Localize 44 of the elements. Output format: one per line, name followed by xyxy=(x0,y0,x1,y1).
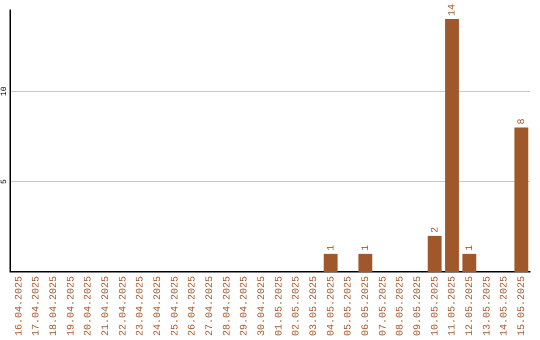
x-tick-label: 30.04.2025 xyxy=(256,276,268,336)
data-label: 1 xyxy=(464,244,476,251)
bar xyxy=(462,254,476,272)
x-tick-label: 08.05.2025 xyxy=(396,276,407,336)
x-tick-label: 06.05.2025 xyxy=(360,276,372,336)
x-tick-label: 09.05.2025 xyxy=(412,276,424,336)
bar xyxy=(358,254,372,272)
x-tick-label: 02.05.2025 xyxy=(292,276,303,336)
x-tick-label: 21.04.2025 xyxy=(100,276,112,336)
bar xyxy=(445,19,459,272)
data-label: 2 xyxy=(430,226,442,233)
data-label: 8 xyxy=(516,118,528,124)
x-tick-label: 12.05.2025 xyxy=(464,276,476,336)
x-tick-label: 15.05.2025 xyxy=(516,276,528,336)
data-label: 1 xyxy=(326,244,338,251)
data-label: 14 xyxy=(448,4,459,16)
x-tick-label: 10.05.2025 xyxy=(430,276,442,336)
x-tick-label: 24.04.2025 xyxy=(152,276,164,336)
x-tick-label: 26.04.2025 xyxy=(188,276,199,336)
x-tick-label: 13.05.2025 xyxy=(482,276,494,336)
x-tick-label: 28.04.2025 xyxy=(222,276,234,336)
x-tick-label: 05.05.2025 xyxy=(344,276,355,336)
x-tick-label: 04.05.2025 xyxy=(326,276,338,336)
x-tick-label: 03.05.2025 xyxy=(308,276,320,336)
x-tick-label: 22.04.2025 xyxy=(118,276,130,336)
x-tick-label: 20.04.2025 xyxy=(84,276,95,336)
bar xyxy=(324,254,338,272)
data-label: 1 xyxy=(360,244,372,251)
x-tick-label: 19.04.2025 xyxy=(66,276,78,336)
x-tick-label: 18.04.2025 xyxy=(48,276,60,336)
x-tick-label: 16.04.2025 xyxy=(14,276,26,336)
bar xyxy=(514,127,528,272)
y-tick-label: 5 xyxy=(0,179,10,184)
x-tick-label: 17.04.2025 xyxy=(32,276,43,336)
x-tick-label: 11.05.2025 xyxy=(448,276,459,336)
x-tick-label: 27.04.2025 xyxy=(204,276,216,336)
x-tick-label: 29.04.2025 xyxy=(240,276,251,336)
x-tick-label: 25.04.2025 xyxy=(170,276,182,336)
bar xyxy=(428,236,442,272)
x-tick-label: 23.04.2025 xyxy=(136,276,147,336)
x-tick-label: 07.05.2025 xyxy=(378,276,390,336)
x-tick-label: 14.05.2025 xyxy=(500,276,511,336)
x-tick-label: 01.05.2025 xyxy=(274,276,286,336)
y-tick-label: 10 xyxy=(0,86,10,96)
